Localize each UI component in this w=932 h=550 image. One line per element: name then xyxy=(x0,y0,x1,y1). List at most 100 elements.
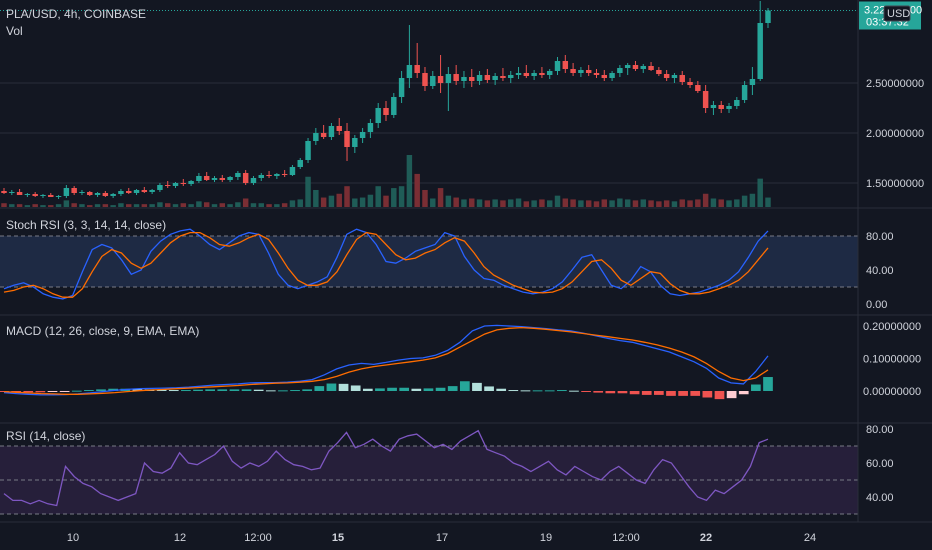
volume-bar xyxy=(274,204,280,207)
candle-body xyxy=(211,178,218,180)
currency-label: USD xyxy=(887,8,910,20)
volume-bar xyxy=(24,205,31,207)
volume-bar xyxy=(749,193,756,207)
candle-body xyxy=(562,61,569,69)
candle-body xyxy=(453,74,459,81)
candle-body xyxy=(9,192,15,193)
volume-bar xyxy=(203,202,210,207)
volume-bar xyxy=(445,195,452,207)
volume-bar xyxy=(102,204,109,207)
volume-bar xyxy=(554,195,561,207)
stoch-rsi-pane[interactable]: 80.00 40.00 0.00 Stoch RSI (3, 3, 14, 14, … xyxy=(0,218,894,311)
candle-body xyxy=(133,190,140,193)
time-tick-label: 17 xyxy=(436,532,448,544)
macd-histogram-bar xyxy=(278,390,288,392)
candle-body xyxy=(250,178,257,183)
volume-bar xyxy=(461,199,467,207)
macd-histogram-bar xyxy=(132,389,143,391)
macd-histogram-bar xyxy=(532,390,543,392)
candle-body xyxy=(406,65,413,78)
candle-body xyxy=(55,196,62,197)
volume-bar xyxy=(149,204,155,207)
currency-button[interactable]: USD xyxy=(883,5,911,22)
candle-body xyxy=(476,75,483,81)
volume-bar xyxy=(585,200,592,207)
candle-body xyxy=(305,141,311,160)
volume-bar xyxy=(63,200,70,207)
macd-histogram-bar xyxy=(362,388,373,391)
candle-body xyxy=(48,195,54,197)
macd-histogram-bar xyxy=(96,389,106,391)
volume-bar xyxy=(648,200,654,207)
candle-body xyxy=(281,174,288,175)
macd-histogram-bar xyxy=(265,390,276,392)
candle-body xyxy=(164,185,171,186)
macd-histogram-bar xyxy=(181,390,191,392)
rsi-pane[interactable]: 80.00 60.00 40.00 RSI (14, close) xyxy=(0,424,894,515)
macd-histogram-bar xyxy=(35,391,46,393)
volume-bar xyxy=(539,199,545,207)
candle-body xyxy=(414,65,420,73)
candle-body xyxy=(757,23,763,79)
volume-bar xyxy=(757,178,763,207)
candle-body xyxy=(297,160,303,167)
candle-body xyxy=(235,173,241,177)
volume-label[interactable]: Vol xyxy=(6,24,23,38)
candle-body xyxy=(359,132,366,138)
volume-bar xyxy=(1,203,7,207)
candle-body xyxy=(570,69,576,73)
candle-body xyxy=(578,70,584,73)
rsi-band xyxy=(0,445,858,515)
volume-bar xyxy=(211,204,218,207)
time-tick-label: 15 xyxy=(332,532,344,544)
volume-bar xyxy=(250,203,257,207)
macd-line xyxy=(3,324,769,396)
candle-body xyxy=(508,75,514,78)
symbol-title[interactable]: PLA/USD, 4h, COINBASE xyxy=(6,7,146,21)
volume-bar xyxy=(609,200,615,207)
candle-body xyxy=(157,185,163,190)
candle-body xyxy=(242,173,249,183)
overbought-band xyxy=(0,236,858,287)
rsi-axis: 80.00 60.00 40.00 xyxy=(866,424,894,504)
macd-histogram-bar xyxy=(375,388,385,391)
volume-bar xyxy=(546,200,553,207)
volume-bar xyxy=(656,201,662,207)
macd-histogram-bar xyxy=(229,389,240,391)
macd-histogram-bar xyxy=(71,390,82,392)
macd-histogram-bar xyxy=(290,390,300,392)
volume-bar xyxy=(110,205,116,207)
candle-body xyxy=(726,106,732,109)
candle-body xyxy=(149,190,155,192)
volume-bar xyxy=(734,199,740,207)
volume-bar xyxy=(55,204,62,207)
time-axis[interactable]: 10 12 12:00 15 17 19 12:00 22 24 xyxy=(67,532,816,544)
macd-histogram-bar xyxy=(496,388,507,391)
time-tick-label: 22 xyxy=(700,532,712,544)
candle-body xyxy=(445,74,452,83)
time-tick-label: 10 xyxy=(67,532,79,544)
macd-histogram-bar xyxy=(654,391,664,395)
macd-tick-label: 0.00000000 xyxy=(863,386,921,398)
macd-tick-label: 0.10000000 xyxy=(863,354,921,366)
time-tick-label: 12:00 xyxy=(612,532,640,544)
volume-bar xyxy=(196,201,202,207)
rsi-title[interactable]: RSI (14, close) xyxy=(6,429,85,443)
candle-body xyxy=(679,75,685,82)
candle-body xyxy=(624,65,631,68)
volume-bar xyxy=(710,198,717,207)
candle-body xyxy=(188,181,194,184)
volume-bar xyxy=(180,203,187,207)
volume-bar xyxy=(469,198,475,207)
volume-bar xyxy=(601,199,608,207)
macd-pane[interactable]: 0.20000000 0.10000000 0.00000000 MACD (12,… xyxy=(0,321,921,400)
candle-body xyxy=(344,131,350,147)
volume-bar xyxy=(741,195,748,207)
macd-title[interactable]: MACD (12, 26, close, 9, EMA, EMA) xyxy=(6,324,199,338)
stoch-title[interactable]: Stoch RSI (3, 3, 14, 14, close) xyxy=(6,218,166,232)
candle-body xyxy=(375,108,381,123)
volume-bar xyxy=(702,193,709,207)
candle-body xyxy=(32,194,38,196)
